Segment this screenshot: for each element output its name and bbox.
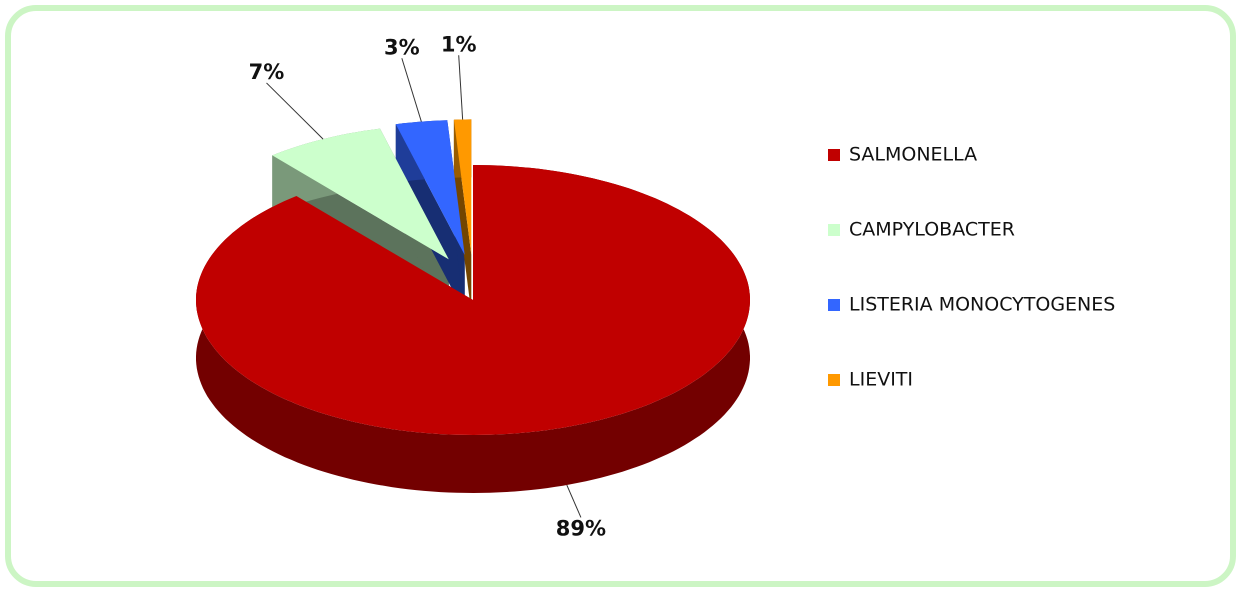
legend-label: LISTERIA MONOCYTOGENES [849, 294, 1115, 316]
pie-slice [196, 165, 750, 435]
pie-slice [272, 128, 449, 260]
data-label: 7% [249, 60, 285, 84]
leader-line [566, 484, 582, 518]
data-label: 3% [384, 35, 420, 59]
legend-label: LIEVITI [849, 369, 913, 391]
pie-slice [395, 120, 465, 255]
data-label: 1% [441, 32, 477, 56]
leader-line [401, 58, 422, 122]
legend-label: SALMONELLA [849, 144, 977, 166]
leader-line [458, 55, 464, 120]
leader-line [266, 82, 324, 140]
legend-swatch [828, 149, 840, 161]
data-label: 89% [556, 516, 606, 540]
legend-swatch [828, 374, 840, 386]
legend-label: CAMPYLOBACTER [849, 219, 1015, 241]
pie-slice [453, 119, 472, 255]
legend-swatch [828, 299, 840, 311]
legend-swatch [828, 224, 840, 236]
